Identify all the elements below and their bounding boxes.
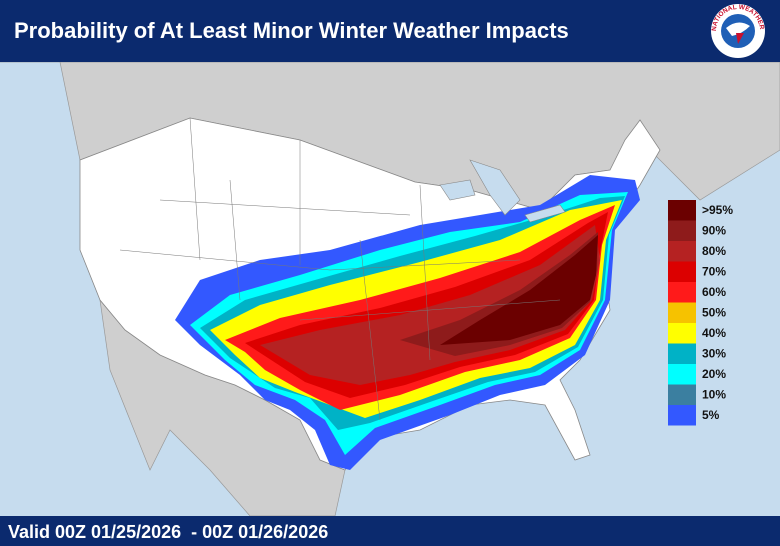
legend-swatch (668, 241, 696, 262)
probability-bands (175, 175, 640, 470)
probability-band (440, 235, 598, 345)
legend-label: 50% (702, 306, 726, 320)
legend-swatch (668, 323, 696, 344)
state-lines (119, 117, 561, 421)
legend-label: 80% (702, 244, 726, 258)
title-bar (0, 0, 780, 62)
legend-label: >95% (702, 203, 733, 217)
legend-swatch (668, 302, 696, 323)
legend-label: 30% (702, 347, 726, 361)
legend-swatch (668, 364, 696, 385)
legend-swatch (668, 384, 696, 405)
valid-time: Valid 00Z 01/25/2026 - 00Z 01/26/2026 (8, 522, 328, 542)
legend: >95% 90% 80% 70% 60% 50% 40% 30% 20% 10% 5% (668, 200, 733, 426)
legend-label: 40% (702, 326, 726, 340)
map (0, 61, 780, 517)
title: Probability of At Least Minor Winter Wea… (14, 18, 569, 43)
legend-swatch (668, 405, 696, 426)
state-line (119, 117, 561, 421)
footer-bar (0, 516, 780, 546)
legend-label: 60% (702, 285, 726, 299)
legend-swatch (668, 200, 696, 221)
legend-label: 20% (702, 367, 726, 381)
legend-label: 5% (702, 408, 720, 422)
legend-label: 90% (702, 224, 726, 238)
legend-swatch (668, 282, 696, 303)
great-lakes (439, 159, 566, 223)
legend-label: 70% (702, 265, 726, 279)
legend-label: 10% (702, 388, 726, 402)
logo-bolt (736, 33, 744, 44)
legend-swatch (668, 261, 696, 282)
logo-cloud (726, 22, 750, 36)
legend-swatch (668, 220, 696, 241)
legend-swatch (668, 343, 696, 364)
probability-band (260, 225, 600, 385)
